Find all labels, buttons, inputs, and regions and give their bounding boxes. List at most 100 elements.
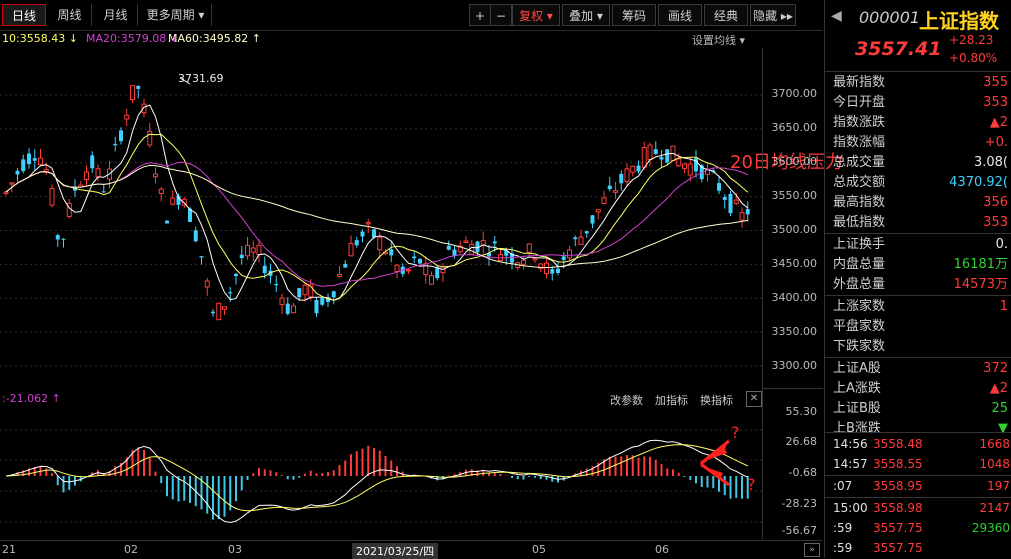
candle (49, 184, 55, 208)
quote-row-label: 指数涨幅 (833, 135, 886, 150)
macd-chart[interactable] (0, 408, 762, 538)
candle (567, 246, 572, 261)
tick-row: :07 3558.95 197 (825, 476, 1011, 496)
tick-volume: 197 (987, 479, 1010, 493)
main-y-axis: 3700.00 3650.00 3600.00 3550.00 3500.00 … (762, 48, 823, 388)
candle (619, 170, 624, 191)
ma10-line (5, 133, 749, 301)
quote-row: 上证B股 25 (825, 399, 1011, 419)
x-tick: 02 (124, 543, 138, 556)
y-tick: 3350.00 (771, 325, 818, 338)
candle (360, 229, 365, 243)
candle (694, 149, 698, 178)
tick-time: :59 (833, 521, 853, 535)
macd-header: :-21.062 ↑ 改参数 加指标 换指标 ✕ (0, 391, 822, 408)
dea-line (5, 444, 749, 512)
quote-row: 下跌家数 (825, 337, 1011, 357)
annotation-arrows (699, 439, 730, 487)
candle (728, 190, 733, 217)
quote-row: 指数涨跌 ▲2 (825, 113, 1011, 133)
quote-row-value: 372 (983, 361, 1008, 376)
quote-row-label: 最新指数 (833, 75, 886, 90)
candle (61, 238, 66, 248)
back-arrow-icon[interactable]: ◀ (831, 8, 842, 24)
ma60-line (5, 164, 748, 269)
high-price-label: 3731.69 (178, 72, 224, 85)
candle (27, 148, 31, 169)
tick-volume: 1048 (979, 457, 1010, 471)
y-tick: -28.23 (781, 497, 817, 510)
quote-row-label: 今日开盘 (833, 95, 886, 110)
candle (38, 148, 43, 167)
macd-canvas (0, 429, 762, 524)
adjust-price-button[interactable]: 复权 ▾ (512, 4, 560, 26)
ma-settings-link[interactable]: 设置均线 ▾ (692, 34, 746, 47)
tab-monthly[interactable]: 月线 (94, 4, 138, 26)
tick-time: 14:56 (833, 437, 868, 451)
macd-y-axis: 55.30 26.68 -0.68 -28.23 -56.67 ? ? (699, 388, 823, 539)
quote-row: 最新指数 355 (825, 73, 1011, 93)
candle (394, 263, 400, 279)
tab-weekly[interactable]: 周线 (48, 4, 92, 26)
switch-indicator-button[interactable]: 换指标 (700, 394, 733, 407)
candle (84, 165, 89, 186)
candle (216, 302, 222, 321)
quote-row-label: 下跌家数 (833, 339, 886, 354)
candle (590, 215, 595, 229)
quote-row-value: 16181万 (953, 257, 1008, 272)
tick-volume: 2147 (979, 501, 1010, 515)
scroll-right-icon[interactable]: » (804, 543, 820, 557)
close-indicator-icon[interactable]: ✕ (746, 391, 762, 407)
tick-row: :59 3557.75 (825, 538, 1011, 558)
x-tick: 21 (2, 543, 16, 556)
candle (653, 141, 658, 155)
quote-row-value: 3.08( (973, 155, 1008, 170)
candle (291, 303, 296, 314)
candle (487, 245, 491, 266)
index-price: 3557.41 (855, 38, 942, 60)
ma5-line (5, 104, 749, 301)
quote-row-value: ▲2 (989, 115, 1008, 130)
quote-row-value: 25 (991, 401, 1008, 416)
quote-row: 今日开盘 353 (825, 93, 1011, 113)
candle (532, 257, 538, 264)
overlay-button[interactable]: 叠加 ▾ (562, 4, 610, 26)
tick-volume: 29360 (971, 521, 1010, 535)
tick-price: 3558.98 (873, 501, 923, 515)
candle (90, 151, 95, 173)
candlestick-chart[interactable]: 3731.69 20日均线压力 (0, 48, 843, 388)
tab-more-periods[interactable]: 更多周期 ▾ (140, 4, 212, 26)
add-indicator-button[interactable]: 加指标 (655, 394, 688, 407)
high-marker (179, 77, 191, 85)
candle (423, 256, 429, 284)
zoom-out-button[interactable]: − (490, 4, 512, 26)
candle (480, 231, 486, 254)
quote-row-value: ▲2 (989, 381, 1008, 396)
candle (544, 258, 549, 279)
tick-time: :59 (833, 541, 853, 555)
x-tick: 06 (655, 543, 669, 556)
quote-row-label: 上证A股 (833, 361, 881, 376)
candle (147, 122, 153, 148)
candle (124, 108, 130, 126)
quote-row: 最低指数 353 (825, 213, 1011, 233)
y-tick: 55.30 (785, 405, 818, 418)
tab-daily[interactable]: 日线 (2, 4, 46, 26)
classic-button[interactable]: 经典 (704, 4, 748, 26)
candle (320, 297, 325, 307)
quote-row-value: 355 (983, 75, 1008, 90)
draw-line-button[interactable]: 画线 (658, 4, 702, 26)
y-tick: 3650.00 (771, 121, 818, 134)
hide-panel-button[interactable]: 隐藏 ▸▸ (750, 4, 796, 26)
macd-value: :-21.062 ↑ (2, 392, 61, 405)
quote-row-value: 353 (983, 215, 1008, 230)
candle (498, 248, 503, 262)
chips-button[interactable]: 筹码 (612, 4, 656, 26)
candle (136, 85, 141, 99)
quote-row-value: +0. (984, 135, 1008, 150)
edit-params-button[interactable]: 改参数 (610, 394, 643, 407)
zoom-in-button[interactable]: + (469, 4, 491, 26)
quote-row: 上证A股 372 (825, 359, 1011, 379)
ma20-pressure-annotation: 20日均线压力 (730, 152, 843, 173)
candle (412, 251, 417, 264)
